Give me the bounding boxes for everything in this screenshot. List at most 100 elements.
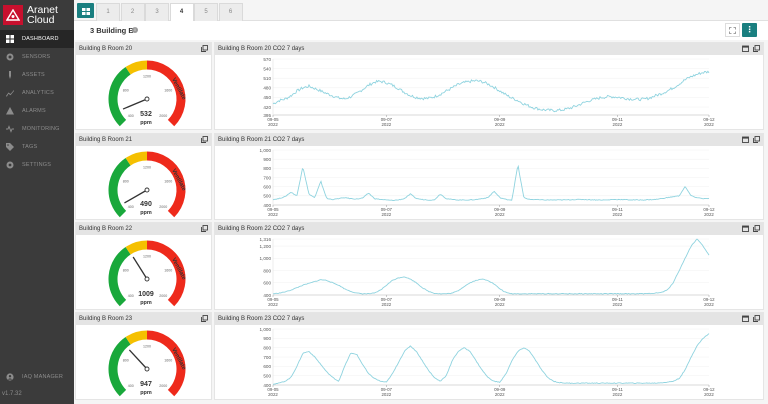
copy-icon[interactable] [753,45,760,57]
panel-header: Building B Room 23 [76,313,211,325]
co2-series-line [272,70,710,113]
sidebar-item-assets[interactable]: ASSETS [0,66,74,84]
y-tick-label: 540 [263,66,271,71]
x-tick-year: 2022 [613,212,623,217]
co2-series-line [272,333,710,385]
x-tick-label: 09-12 [703,297,715,302]
x-tick-year: 2022 [495,392,505,397]
pin-icon [6,71,14,79]
calendar-icon[interactable] [742,225,749,237]
gauge-unit: ppm [140,120,152,126]
copy-icon[interactable] [201,315,208,327]
x-tick-label: 09-09 [494,387,506,392]
gauge-tick-label: 1600 [164,180,172,184]
x-tick-label: 09-05 [267,207,279,212]
calendar-icon[interactable] [742,45,749,57]
gauge-zone-good [108,246,131,307]
gauge-tick-label: 800 [123,89,129,93]
gauge-tick-label: 800 [123,269,129,273]
tab-3[interactable]: 3 [145,3,169,21]
y-tick-label: 900 [263,336,271,341]
y-tick-label: 400 [263,293,271,298]
y-tick-label: 400 [263,203,271,208]
user-icon [6,373,14,381]
copy-icon[interactable] [201,225,208,237]
tab-5[interactable]: 5 [194,3,218,21]
copy-icon[interactable] [753,225,760,237]
brand[interactable]: Aranet Cloud [0,0,74,30]
gauge-zone-bad [146,330,186,397]
gauge-zone-good [108,66,131,127]
x-tick-year: 2022 [381,122,391,127]
x-tick-year: 2022 [613,392,623,397]
gauge-tick-label: 2000 [159,294,167,298]
x-tick-year: 2022 [495,212,505,217]
sidebar-item-analytics[interactable]: ANALYTICS [0,84,74,102]
tab-6[interactable]: 6 [218,3,243,21]
info-icon[interactable]: i [132,27,138,33]
sidebar: Aranet Cloud DASHBOARD SENSORS ASSETS ANALY… [0,0,74,404]
x-tick-year: 2022 [381,212,391,217]
tab-4[interactable]: 4 [169,3,194,22]
sidebar-item-tags[interactable]: TAGS [0,138,74,156]
copy-icon[interactable] [201,45,208,57]
y-tick-label: 800 [263,166,271,171]
panel-title: Building B Room 20 [79,46,133,52]
gauge-zone-bad [146,240,186,307]
chart-panel: Building B Room 23 CO2 7 days 400 500 600 70… [214,312,764,400]
gauge-tick-label: 400 [128,384,134,388]
sidebar-item-label: SETTINGS [22,162,52,168]
chart-title: Building B Room 22 CO2 7 days [218,226,305,232]
x-tick-year: 2022 [704,302,714,307]
gauge-needle [128,349,148,370]
sidebar-item-iaq-manager[interactable]: IAQ MANAGER [0,368,74,386]
calendar-icon[interactable] [742,315,749,327]
fullscreen-button[interactable] [725,23,740,37]
y-tick-label: 1,200 [260,244,272,249]
sidebar-item-alarms[interactable]: ALARMS [0,102,74,120]
y-tick-label: 420 [263,105,271,110]
sidebar-nav: DASHBOARD SENSORS ASSETS ANALYTICS ALARMS MON… [0,30,74,174]
x-tick-label: 09-09 [494,297,506,302]
tab-1[interactable]: 1 [96,3,120,21]
sidebar-item-sensors[interactable]: SENSORS [0,48,74,66]
sidebar-item-dashboard[interactable]: DASHBOARD [0,30,74,48]
gauge-needle [122,98,148,110]
aranet-logo-icon [3,5,23,25]
x-tick-label: 09-05 [267,297,279,302]
brand-line-1: Aranet [27,4,58,16]
sidebar-item-monitoring[interactable]: MONITORING [0,120,74,138]
x-tick-year: 2022 [495,122,505,127]
sidebar-item-label: TAGS [22,144,38,150]
sidebar-item-settings[interactable]: SETTINGS [0,156,74,174]
tab-2[interactable]: 2 [120,3,145,21]
gauge-needle [132,256,148,280]
dashboard-header: 3 Building B i ⋮ [74,21,768,40]
brand-line-2: Cloud [27,14,55,26]
copy-icon[interactable] [753,136,760,148]
expand-icon [729,21,736,39]
copy-icon[interactable] [201,136,208,148]
x-tick-label: 09-09 [494,117,506,122]
gauge-value: 532 [140,111,152,118]
panel-header: Building B Room 20 CO2 7 days [215,43,763,55]
y-tick-label: 450 [263,95,271,100]
chart-title: Building B Room 20 CO2 7 days [218,46,305,52]
sidebar-item-label: ANALYTICS [22,90,54,96]
x-tick-label: 09-11 [612,387,623,392]
panel-header: Building B Room 21 CO2 7 days [215,134,763,146]
gauge-zone-bad [146,151,186,218]
panel-title: Building B Room 23 [79,316,133,322]
calendar-icon[interactable] [742,136,749,148]
x-tick-label: 09-11 [612,117,623,122]
tab-home[interactable] [77,3,94,18]
copy-icon[interactable] [753,315,760,327]
page-title: 3 Building B [90,26,134,35]
chart-panel: Building B Room 21 CO2 7 days 400 500 600 70… [214,133,764,220]
x-tick-label: 09-11 [612,207,623,212]
gauge-hub [144,187,150,193]
more-menu-button[interactable]: ⋮ [742,23,757,37]
x-tick-year: 2022 [704,392,714,397]
